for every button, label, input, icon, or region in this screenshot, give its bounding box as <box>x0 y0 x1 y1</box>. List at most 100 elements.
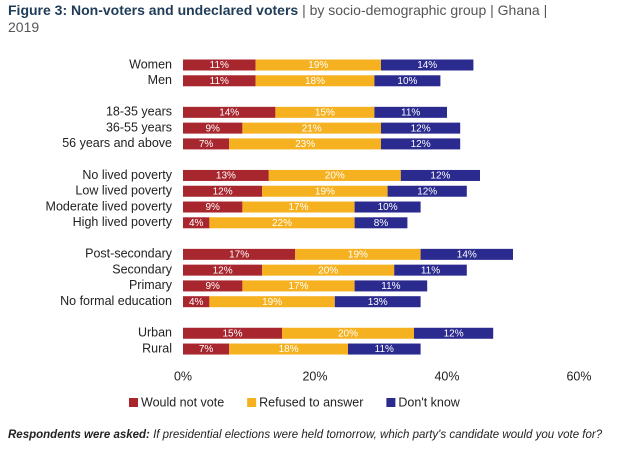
legend-swatch <box>247 398 257 407</box>
value-label: 10% <box>397 76 417 87</box>
legend-label: Refused to answer <box>259 395 363 409</box>
value-label: 22% <box>272 218 292 229</box>
value-label: 12% <box>213 265 233 276</box>
bar-segment <box>374 75 441 87</box>
bar-segment <box>242 201 355 213</box>
value-label: 12% <box>444 328 464 339</box>
bar-segment <box>209 296 335 308</box>
value-label: 9% <box>205 281 220 292</box>
value-label: 17% <box>288 202 308 213</box>
bar-segment <box>183 138 230 150</box>
bar-segment <box>381 122 461 134</box>
chart: 0% 20% 40% 60% Women 11% 19% 14% Men 11% 18% 10% 18-… <box>46 57 592 409</box>
value-label: 10% <box>378 202 398 213</box>
y-tick-label: No formal education <box>60 294 172 308</box>
value-label: 19% <box>315 186 335 197</box>
bar-segment <box>420 248 513 260</box>
y-tick-label: No lived poverty <box>82 168 172 182</box>
x-tick-label: 60% <box>566 369 591 383</box>
y-tick-label: Men <box>148 73 172 87</box>
bar-segment <box>255 75 375 87</box>
value-label: 20% <box>338 328 358 339</box>
y-tick-label: High lived poverty <box>73 215 173 229</box>
bar-segment <box>183 106 276 118</box>
bar-segment <box>275 106 375 118</box>
bar-segment <box>183 343 230 355</box>
bar-segment <box>229 138 381 150</box>
x-tick-label: 20% <box>302 369 327 383</box>
note: If presidential elections were held tomo… <box>153 429 603 441</box>
bar-segment <box>381 138 461 150</box>
bar-segment <box>183 327 282 339</box>
value-label: 14% <box>219 107 239 118</box>
value-label: 12% <box>430 171 450 182</box>
bar-segment <box>262 264 395 276</box>
value-label: 14% <box>417 60 437 71</box>
bar-segment <box>255 59 381 71</box>
bar-segment <box>394 264 467 276</box>
legend-label: Don't know <box>398 395 460 409</box>
chart-title: Figure 3: Non-voters and undeclared vote… <box>8 2 299 18</box>
value-label: 11% <box>421 265 440 276</box>
value-label: 23% <box>295 139 315 150</box>
bar-segment <box>295 248 421 260</box>
bar-segment <box>183 122 243 134</box>
bar-segment <box>354 217 408 229</box>
value-label: 19% <box>308 60 328 71</box>
bar-segment <box>381 59 474 71</box>
bar-segment <box>183 75 256 87</box>
x-tick-label: 0% <box>174 369 192 383</box>
bar-segment <box>348 343 421 355</box>
value-label: 7% <box>199 344 214 355</box>
y-tick-label: Rural <box>142 341 172 355</box>
x-tick-label: 40% <box>434 369 459 383</box>
legend-swatch <box>386 398 396 407</box>
bar-segment <box>262 185 388 197</box>
value-label: 4% <box>189 218 204 229</box>
value-label: 18% <box>305 76 325 87</box>
value-label: 19% <box>262 297 282 308</box>
value-label: 9% <box>205 123 220 134</box>
bar-segment <box>242 122 381 134</box>
bar-segment <box>387 185 467 197</box>
value-label: 11% <box>381 281 400 292</box>
value-label: 20% <box>318 265 338 276</box>
y-tick-label: Moderate lived poverty <box>46 199 173 213</box>
value-label: 12% <box>411 123 431 134</box>
bar-segment <box>183 169 269 181</box>
legend-label: Would not vote <box>141 395 224 409</box>
chart-subtitle: | by socio-demographic group | Ghana | 2… <box>8 2 548 35</box>
y-tick-label: Primary <box>129 278 173 292</box>
value-label: 14% <box>457 250 477 261</box>
value-label: 7% <box>199 139 214 150</box>
y-tick-label: Women <box>129 57 172 71</box>
value-label: 11% <box>210 60 229 71</box>
header: Figure 3: Non-voters and undeclared vote… <box>8 2 568 36</box>
bar-segment <box>268 169 401 181</box>
bar-segment <box>209 217 355 229</box>
value-label: 11% <box>401 107 420 118</box>
value-label: 17% <box>288 281 308 292</box>
bar-segment <box>354 280 428 292</box>
value-label: 15% <box>222 328 242 339</box>
value-label: 20% <box>325 171 345 182</box>
y-tick-label: Post-secondary <box>85 247 173 261</box>
value-label: 19% <box>348 250 368 261</box>
value-label: 12% <box>417 186 437 197</box>
bar-segment <box>183 185 263 197</box>
bar-segment <box>183 201 243 213</box>
bar-segment <box>183 264 263 276</box>
bar-segment <box>282 327 414 339</box>
value-label: 15% <box>315 107 335 118</box>
y-tick-label: Secondary <box>112 262 173 276</box>
value-label: 13% <box>216 171 236 182</box>
bar-segment <box>183 248 296 260</box>
note-label: Respondents were asked: <box>8 429 150 441</box>
bar-segment <box>354 201 421 213</box>
bar-segment <box>229 343 348 355</box>
value-label: 21% <box>302 123 322 134</box>
bar-segment <box>400 169 480 181</box>
footnote: Respondents were asked: If presidential … <box>8 428 618 443</box>
bar-segment <box>414 327 494 339</box>
